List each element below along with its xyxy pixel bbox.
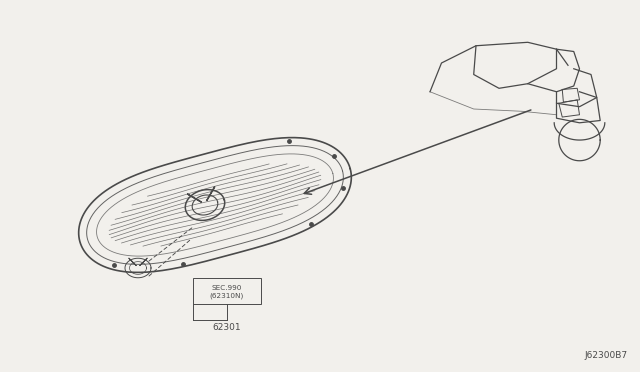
Text: (62310N): (62310N) (210, 293, 244, 299)
Text: J62300B7: J62300B7 (585, 351, 628, 360)
Bar (193, 278, 261, 304)
Text: SEC.990: SEC.990 (212, 285, 242, 291)
Text: 62301: 62301 (212, 324, 241, 333)
